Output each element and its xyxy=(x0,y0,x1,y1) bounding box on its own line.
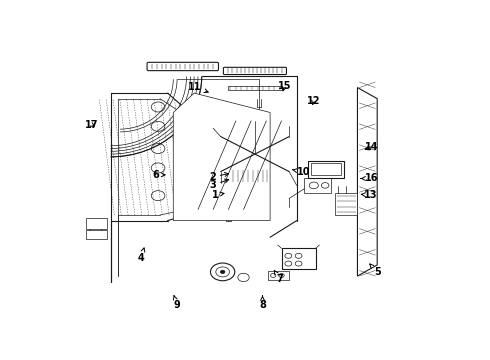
Polygon shape xyxy=(358,87,377,276)
Text: 9: 9 xyxy=(173,296,180,310)
Text: 10: 10 xyxy=(293,167,310,177)
Bar xyxy=(231,170,270,176)
Text: 3: 3 xyxy=(210,179,229,190)
Text: 17: 17 xyxy=(85,120,98,130)
Text: 12: 12 xyxy=(307,96,320,105)
Text: 6: 6 xyxy=(152,170,165,180)
Text: 8: 8 xyxy=(259,296,266,310)
Polygon shape xyxy=(173,93,270,221)
Bar xyxy=(228,86,281,90)
Bar xyxy=(86,230,107,239)
Text: 4: 4 xyxy=(138,248,145,263)
FancyBboxPatch shape xyxy=(223,67,287,75)
Text: 15: 15 xyxy=(278,81,291,91)
Bar xyxy=(308,161,344,177)
Text: 13: 13 xyxy=(361,190,378,200)
Bar xyxy=(311,163,341,175)
Bar xyxy=(335,193,358,215)
Text: 1: 1 xyxy=(212,190,224,200)
Bar xyxy=(304,177,331,193)
Circle shape xyxy=(249,150,261,158)
Bar xyxy=(281,248,316,269)
FancyBboxPatch shape xyxy=(147,62,219,71)
Bar xyxy=(231,176,270,182)
Text: 14: 14 xyxy=(365,142,379,152)
Text: 5: 5 xyxy=(370,264,381,277)
Text: 11: 11 xyxy=(188,82,208,93)
Text: 2: 2 xyxy=(209,172,228,182)
Text: 7: 7 xyxy=(274,270,283,284)
Bar xyxy=(268,270,289,280)
Text: 16: 16 xyxy=(361,174,378,184)
Circle shape xyxy=(220,270,225,274)
Bar xyxy=(86,219,107,229)
